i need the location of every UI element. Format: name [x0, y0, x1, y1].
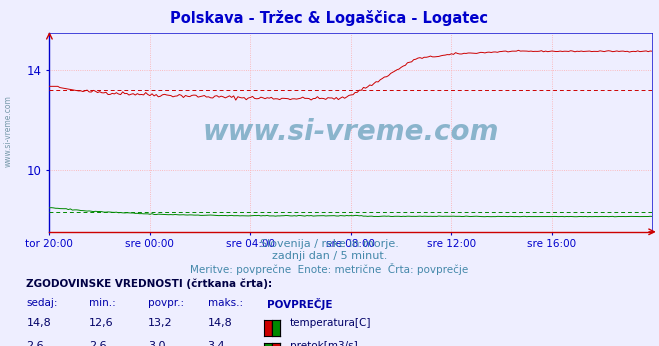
Text: www.si-vreme.com: www.si-vreme.com — [203, 118, 499, 146]
Text: pretok[m3/s]: pretok[m3/s] — [290, 341, 358, 346]
Text: 14,8: 14,8 — [208, 318, 233, 328]
Text: temperatura[C]: temperatura[C] — [290, 318, 372, 328]
Text: Meritve: povprečne  Enote: metrične  Črta: povprečje: Meritve: povprečne Enote: metrične Črta:… — [190, 263, 469, 275]
Text: ZGODOVINSKE VREDNOSTI (črtkana črta):: ZGODOVINSKE VREDNOSTI (črtkana črta): — [26, 279, 272, 289]
Text: 14,8: 14,8 — [26, 318, 51, 328]
Text: min.:: min.: — [89, 298, 116, 308]
Text: zadnji dan / 5 minut.: zadnji dan / 5 minut. — [272, 251, 387, 261]
Text: povpr.:: povpr.: — [148, 298, 185, 308]
Text: sedaj:: sedaj: — [26, 298, 58, 308]
Text: Polskava - Tržec & Logaščica - Logatec: Polskava - Tržec & Logaščica - Logatec — [171, 10, 488, 26]
Text: maks.:: maks.: — [208, 298, 243, 308]
Text: 12,6: 12,6 — [89, 318, 113, 328]
Text: www.si-vreme.com: www.si-vreme.com — [3, 95, 13, 167]
Text: POVPREČJE: POVPREČJE — [267, 298, 332, 310]
Text: 13,2: 13,2 — [148, 318, 173, 328]
Text: Slovenija / reke in morje.: Slovenija / reke in morje. — [260, 239, 399, 249]
Text: 2,6: 2,6 — [26, 341, 44, 346]
Text: 3,4: 3,4 — [208, 341, 225, 346]
Text: 3,0: 3,0 — [148, 341, 166, 346]
Text: 2,6: 2,6 — [89, 341, 107, 346]
